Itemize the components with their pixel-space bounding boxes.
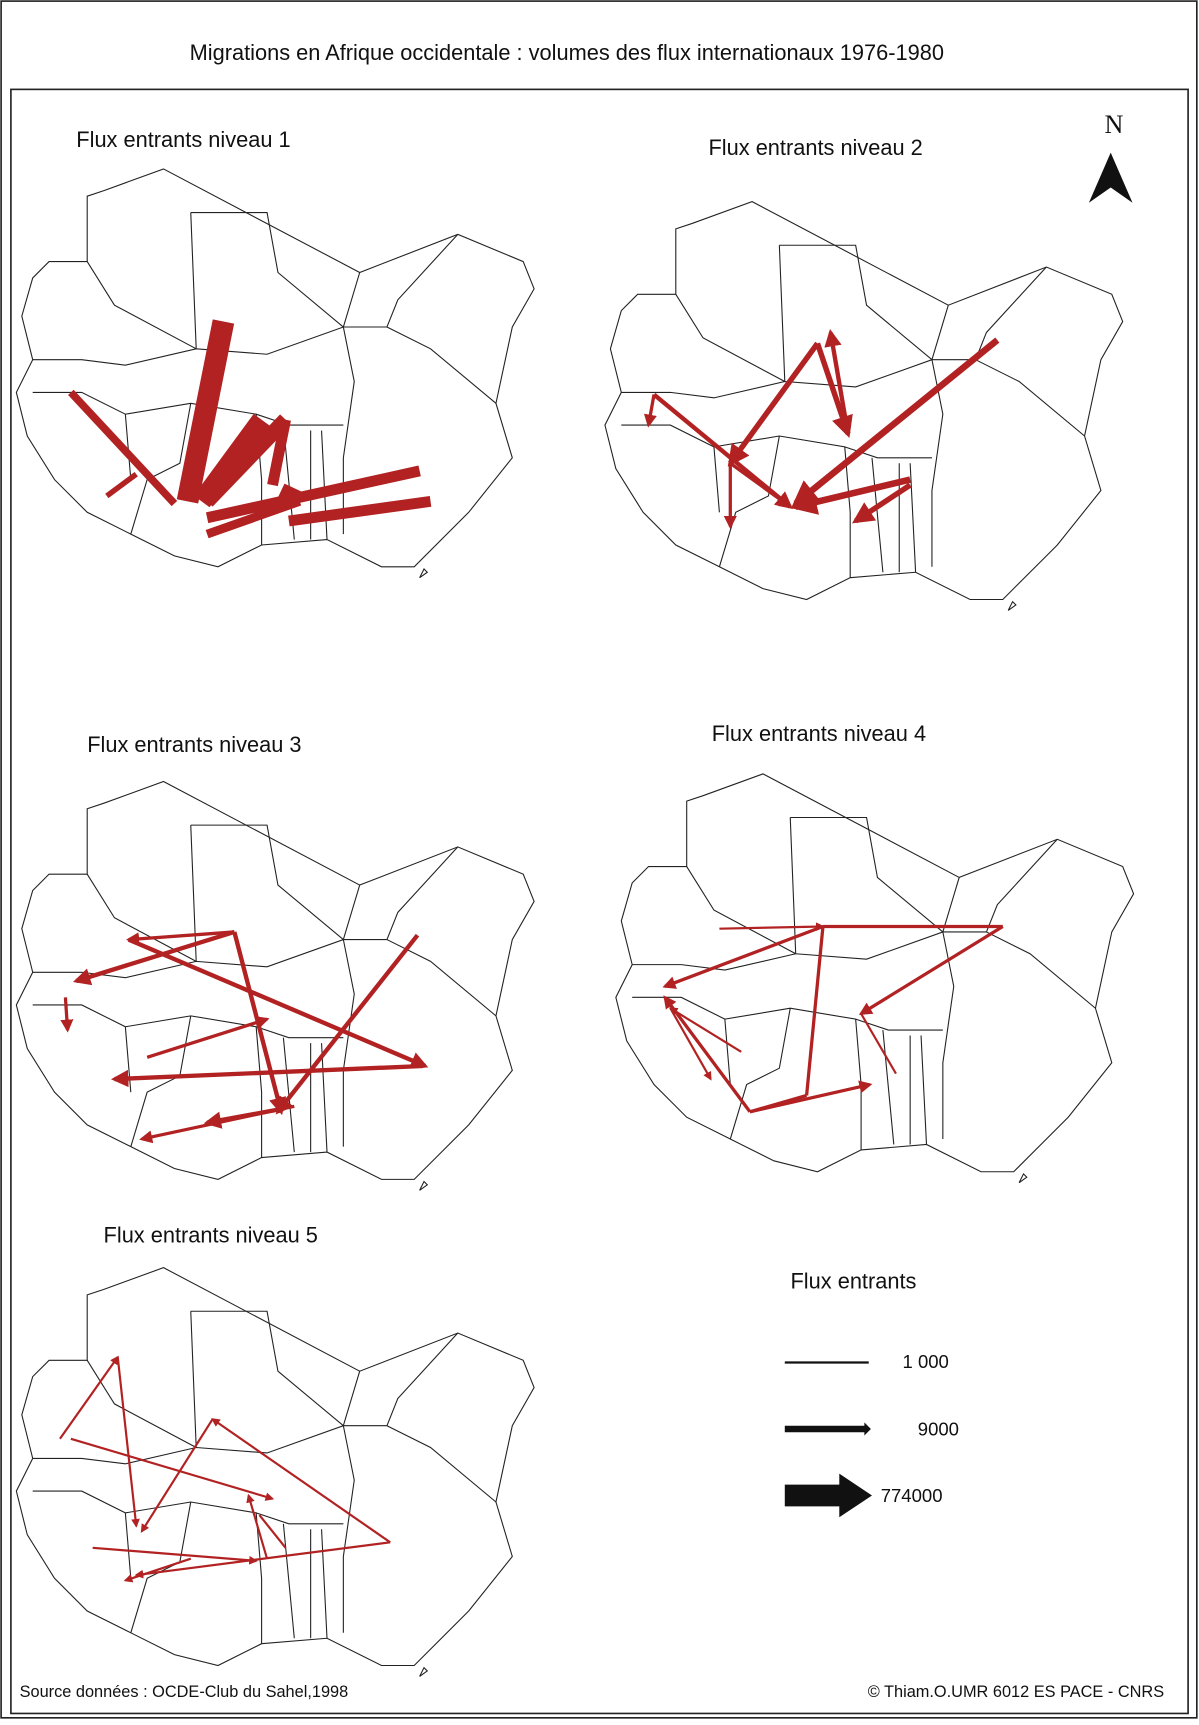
flow-arrow xyxy=(852,482,912,524)
source-note: Source données : OCDE-Club du Sahel,1998 xyxy=(20,1683,349,1701)
flow-arrow xyxy=(288,495,432,527)
base-map xyxy=(604,201,1124,611)
base-map xyxy=(15,168,535,579)
copyright-note: © Thiam.O.UMR 6012 ES PACE - CNRS xyxy=(868,1683,1164,1701)
panel-title: Flux entrants niveau 5 xyxy=(104,1223,318,1248)
flow-arrow xyxy=(267,418,291,487)
flow-arrow xyxy=(127,937,429,1069)
flow-arrow xyxy=(134,1541,391,1579)
flow-arrow xyxy=(68,389,178,507)
flows xyxy=(643,329,1000,530)
panel-title: Flux entrants niveau 4 xyxy=(712,721,926,746)
flow-arrow xyxy=(858,925,1004,1016)
inner-frame xyxy=(10,88,1189,1715)
flow-arrow xyxy=(246,1493,269,1559)
flows xyxy=(60,929,429,1144)
flow-arrow xyxy=(205,465,421,524)
flow-arrow xyxy=(727,341,820,467)
flow-arrow xyxy=(205,497,302,539)
flow-arrow xyxy=(105,471,138,499)
flow-arrow xyxy=(668,1007,742,1053)
flow-arrow xyxy=(126,930,235,946)
legend-label: 774000 xyxy=(881,1485,943,1506)
north-label: N xyxy=(1105,110,1124,139)
flow-arrow xyxy=(140,1418,214,1533)
panel-title: Flux entrants niveau 2 xyxy=(708,135,922,160)
panel-title: Flux entrants niveau 3 xyxy=(87,732,301,757)
flows xyxy=(59,1355,391,1583)
legend-symbol xyxy=(784,1473,872,1518)
legend-label: 1 000 xyxy=(903,1351,949,1372)
flow-arrow xyxy=(211,1418,391,1544)
legend-title: Flux entrants xyxy=(791,1268,917,1293)
panel-title: Flux entrants niveau 1 xyxy=(76,127,290,152)
base-map xyxy=(15,1267,535,1677)
flow-arrow xyxy=(669,1007,712,1081)
flow-arrow xyxy=(72,929,236,986)
legend-label: 9000 xyxy=(918,1419,959,1440)
north-arrow xyxy=(1088,152,1133,203)
flow-arrow xyxy=(116,1356,140,1528)
flow-arrow xyxy=(201,414,292,507)
flow-arrow xyxy=(663,995,752,1113)
flow-arrow xyxy=(824,329,851,435)
legend-symbol xyxy=(784,1422,871,1436)
flow-arrow xyxy=(92,1546,258,1565)
flow-arrow xyxy=(70,1437,275,1501)
flow-arrow xyxy=(804,926,825,1096)
flow-arrow xyxy=(275,933,420,1115)
flow-arrow xyxy=(146,1016,270,1059)
flow-arrow xyxy=(790,476,911,515)
flow-arrow xyxy=(60,997,74,1033)
flow-arrow xyxy=(860,1013,897,1075)
flow-arrow xyxy=(814,342,853,438)
flows xyxy=(68,319,432,539)
flow-arrow xyxy=(203,1107,279,1129)
flow-arrow xyxy=(652,392,793,510)
flow-arrow xyxy=(123,1557,192,1583)
flow-arrow xyxy=(662,924,824,989)
flow-arrow xyxy=(749,1080,873,1114)
flow-arrow xyxy=(59,1355,119,1440)
flow-arrow xyxy=(176,319,235,504)
flow-arrow xyxy=(277,483,304,507)
flow-arrow xyxy=(719,922,825,931)
map-title: Migrations en Afrique occidentale : volu… xyxy=(190,40,944,65)
flow-arrow xyxy=(258,1514,287,1549)
flows xyxy=(662,922,1004,1114)
flow-arrow xyxy=(110,1063,424,1088)
base-map xyxy=(615,773,1135,1184)
base-map xyxy=(15,780,535,1191)
flow-arrow xyxy=(729,461,793,509)
flow-arrow xyxy=(643,394,657,428)
flow-arrow xyxy=(791,337,1000,507)
